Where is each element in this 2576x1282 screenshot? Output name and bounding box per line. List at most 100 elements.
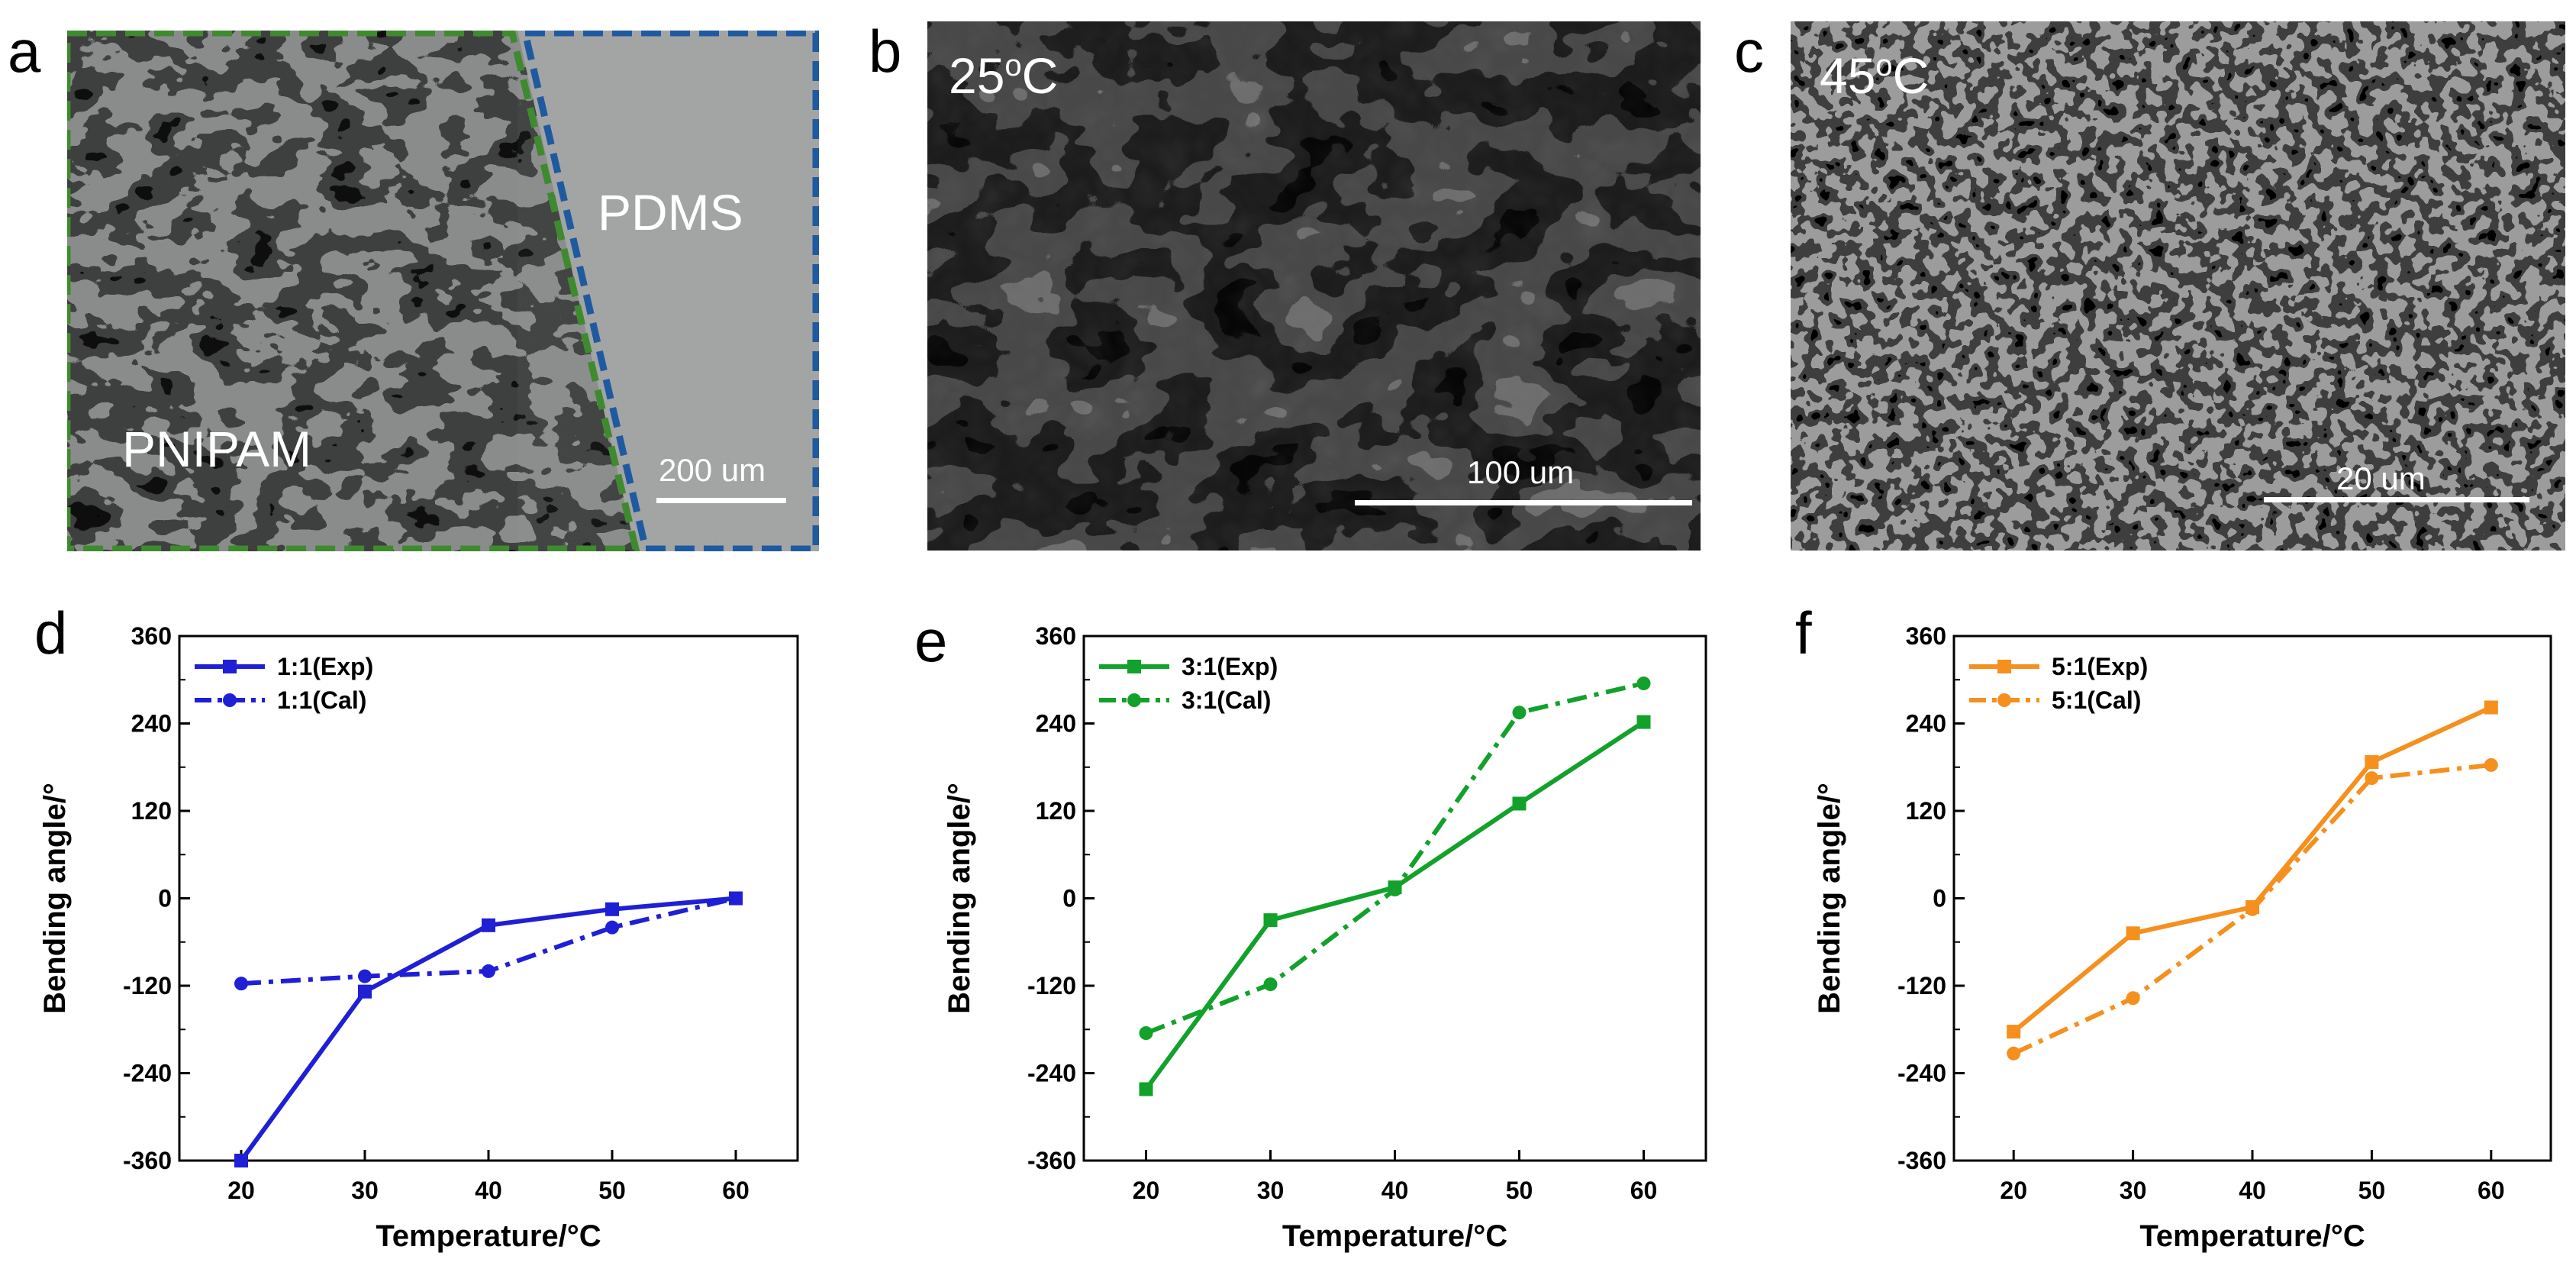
scale-bar-a — [656, 498, 786, 503]
chart-e-ytick-label: -360 — [1027, 1147, 1076, 1174]
chart-e-xtick-label: 50 — [1506, 1177, 1533, 1204]
chart-e-ylabel: Bending angle/° — [943, 783, 976, 1014]
chart-f-ytick-label: 240 — [1906, 710, 1946, 738]
scale-label-c: 20 um — [2336, 460, 2426, 496]
chart-f-ytick-label: -240 — [1897, 1060, 1946, 1087]
chart-d-svg: -360 -240 -120 0 120 240 360 20 30 40 50 60 Temperat… — [38, 622, 799, 1253]
temperature-unit-b: C — [1021, 47, 1059, 104]
chart-e-series-1-point — [1263, 977, 1278, 992]
chart-e-xtick-label: 30 — [1257, 1177, 1285, 1204]
chart-e-xtick-label: 40 — [1381, 1177, 1409, 1204]
chart-e-ytick-label: 120 — [1036, 797, 1076, 825]
chart-d-legend-label-1: 1:1(Cal) — [277, 686, 366, 714]
chart-e-ytick-label: 0 — [1062, 885, 1076, 912]
chart-e-xlabel: Temperature/°C — [1282, 1219, 1507, 1253]
chart-d-xtick-label: 40 — [475, 1177, 502, 1204]
temperature-value-c: 45 — [1820, 47, 1876, 104]
chart-f-ytick-label: 360 — [1906, 622, 1946, 650]
chart-f: -360 -240 -120 0 120 240 360 20 30 40 50 60 Temperat… — [1771, 603, 2572, 1267]
panel-letter-f: f — [1795, 599, 1812, 667]
chart-d-ytick-label: 360 — [131, 622, 172, 650]
chart-f-xtick-label: 40 — [2239, 1177, 2266, 1204]
chart-d-series-1-point — [234, 977, 248, 991]
panel-letter-e: e — [914, 607, 948, 674]
chart-e-series-1-point — [1636, 677, 1651, 691]
chart-e: -360 -240 -120 0 120 240 360 20 30 40 50 60 Temperat… — [912, 603, 1771, 1267]
chart-e-series-0-point — [1139, 1082, 1153, 1096]
chart-d-plot-frame — [178, 635, 799, 1162]
chart-f-ytick-label: 0 — [1933, 885, 1946, 912]
chart-f-ytick-label: -360 — [1897, 1147, 1946, 1174]
chart-f-legend-label-0: 5:1(Exp) — [2052, 653, 2148, 680]
region-label-pnipam: PNIPAM — [122, 421, 312, 477]
chart-d-xtick-label: 50 — [598, 1177, 626, 1204]
chart-d-ylabel: Bending angle/° — [38, 783, 72, 1014]
chart-f-xtick-label: 50 — [2358, 1177, 2386, 1204]
region-label-pdms: PDMS — [598, 184, 743, 241]
panel-letter-d: d — [34, 599, 68, 667]
chart-e-ytick-label: 240 — [1036, 710, 1076, 738]
chart-d-ytick-label: -360 — [123, 1147, 172, 1174]
chart-e-xtick-label: 20 — [1133, 1177, 1160, 1204]
chart-d-ytick-label: -120 — [123, 972, 172, 999]
chart-e-series-1-line — [1145, 681, 1645, 1035]
chart-e-series-1-point — [1388, 883, 1402, 897]
chart-d-series-0-point — [358, 984, 372, 999]
chart-f-series-0-point — [2484, 700, 2498, 715]
chart-d-legend-marker-1 — [223, 693, 237, 707]
sem-image-a-graphic — [67, 31, 819, 551]
chart-d-legend-label-0: 1:1(Exp) — [277, 653, 373, 680]
chart-f-legend-marker-1 — [1997, 693, 2011, 707]
chart-f-xtick-label: 30 — [2120, 1177, 2147, 1204]
panel-letter-c: c — [1734, 18, 1764, 85]
chart-e-xtick-label: 60 — [1630, 1177, 1658, 1204]
chart-e-series-0-line — [1144, 720, 1646, 1091]
chart-f-legend-marker-0 — [1997, 660, 2011, 673]
chart-f-series-0-point — [2365, 755, 2379, 770]
chart-e-series-0-point — [1636, 715, 1651, 729]
chart-f-ylabel: Bending angle/° — [1813, 783, 1846, 1014]
temperature-label-b: 25oC — [949, 50, 1058, 101]
chart-f-series-0-line — [2012, 705, 2493, 1034]
chart-d-series-0-point — [234, 1154, 248, 1167]
chart-f-ytick-label: -120 — [1897, 972, 1946, 999]
chart-f-series-1-point — [2365, 771, 2379, 786]
chart-f-xtick-label: 60 — [2478, 1177, 2505, 1204]
chart-d-series-1-point — [729, 891, 743, 906]
chart-d-ytick-label: 120 — [131, 797, 172, 825]
chart-f-series-1-point — [2484, 757, 2498, 772]
scale-bar-c — [2264, 497, 2529, 502]
chart-d-ytick-label: 0 — [158, 885, 172, 912]
temperature-value-b: 25 — [949, 47, 1005, 104]
temperature-unit-c: C — [1892, 47, 1930, 104]
scale-label-b: 100 um — [1467, 454, 1575, 490]
chart-e-ytick-label: -240 — [1027, 1060, 1076, 1087]
temperature-label-c: 45oC — [1820, 50, 1929, 101]
degree-mark-c: o — [1875, 49, 1893, 82]
chart-f-series-1-point — [2246, 902, 2259, 916]
chart-d-xlabel: Temperature/°C — [376, 1219, 601, 1253]
chart-f-series-0-point — [2126, 926, 2140, 941]
chart-e-ytick-label: -120 — [1027, 972, 1076, 999]
sem-image-c-graphic — [1791, 21, 2565, 551]
chart-d-legend-marker-0 — [223, 660, 237, 673]
chart-e-ytick-label: 360 — [1036, 622, 1076, 650]
chart-d-series-0-point — [482, 918, 495, 932]
sem-image-a: PNIPAM PDMS 200 um — [67, 31, 819, 551]
degree-mark-b: o — [1004, 49, 1022, 82]
chart-d-xtick-label: 30 — [351, 1177, 379, 1204]
chart-d-series-0-line — [239, 896, 737, 1162]
chart-d-series-1-point — [358, 969, 372, 983]
chart-d-series-1-point — [605, 920, 619, 935]
chart-f-plot-frame — [1952, 635, 2552, 1162]
chart-f-xlabel: Temperature/°C — [2139, 1219, 2365, 1253]
chart-f-series-0-point — [2007, 1025, 2021, 1039]
scale-label-a: 200 um — [659, 452, 766, 488]
chart-d-series-0-point — [605, 902, 619, 916]
chart-e-legend-label-0: 3:1(Exp) — [1182, 653, 1278, 680]
chart-d: -360 -240 -120 0 120 240 360 20 30 40 50 60 Temperat… — [0, 603, 859, 1267]
panel-letter-b: b — [869, 18, 902, 85]
chart-e-series-1-point — [1139, 1026, 1153, 1041]
chart-f-series-1-point — [2126, 991, 2140, 1006]
scale-bar-b — [1355, 500, 1692, 505]
